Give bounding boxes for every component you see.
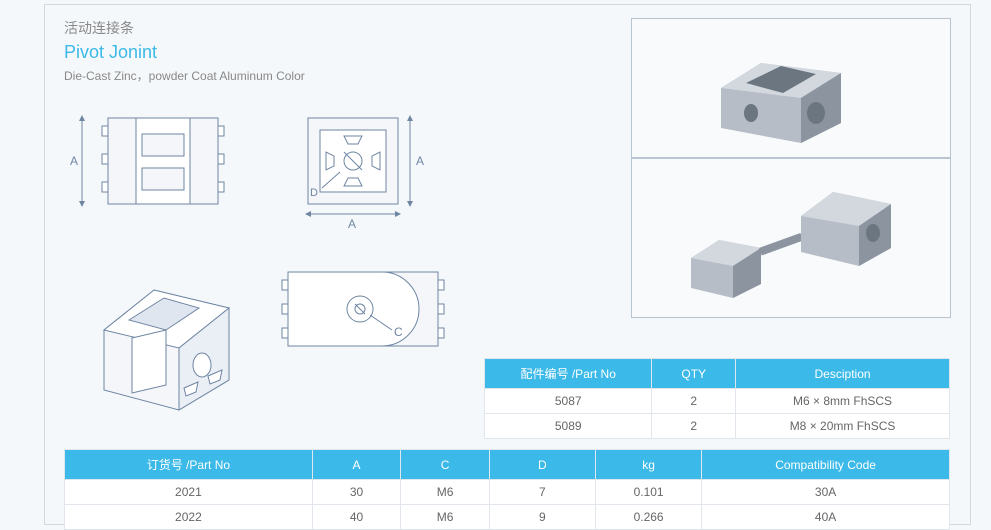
table-header-row: 订货号 /Part No A C D kg Compatibility Code bbox=[65, 450, 950, 480]
col-partno: 配件编号 /Part No bbox=[485, 359, 652, 389]
table-row: 2021 30 M6 7 0.101 30A bbox=[65, 480, 950, 505]
diagram-top: A A D bbox=[308, 118, 424, 231]
cell: 0.266 bbox=[595, 505, 701, 530]
technical-diagrams: A A A D bbox=[64, 110, 484, 420]
product-render-open bbox=[661, 168, 921, 308]
table-header-row: 配件编号 /Part No QTY Desciption bbox=[485, 359, 950, 389]
diagram-front: A bbox=[70, 118, 224, 204]
cell: 5087 bbox=[485, 389, 652, 414]
table-row: 2022 40 M6 9 0.266 40A bbox=[65, 505, 950, 530]
cell: 2 bbox=[652, 414, 736, 439]
diagram-side: C bbox=[282, 272, 444, 346]
product-photo-open bbox=[631, 158, 951, 318]
col-D: D bbox=[489, 450, 595, 480]
cell: M6 bbox=[401, 505, 490, 530]
cell: 2 bbox=[652, 389, 736, 414]
cell: 5089 bbox=[485, 414, 652, 439]
cell: 0.101 bbox=[595, 480, 701, 505]
dim-label-A: A bbox=[70, 154, 78, 168]
product-render-closed bbox=[691, 33, 891, 143]
cell: 7 bbox=[489, 480, 595, 505]
diagram-iso bbox=[104, 290, 229, 410]
table-row: 5089 2 M8 × 20mm FhSCS bbox=[485, 414, 950, 439]
table-row: 5087 2 M6 × 8mm FhSCS bbox=[485, 389, 950, 414]
cell: 9 bbox=[489, 505, 595, 530]
cell: M6 bbox=[401, 480, 490, 505]
col-kg: kg bbox=[595, 450, 701, 480]
cell: M8 × 20mm FhSCS bbox=[736, 414, 950, 439]
col-C: C bbox=[401, 450, 490, 480]
col-compat: Compatibility Code bbox=[702, 450, 950, 480]
col-qty: QTY bbox=[652, 359, 736, 389]
dim-label-A3: A bbox=[416, 154, 424, 168]
dim-label-A2: A bbox=[348, 217, 356, 231]
cell: 30A bbox=[702, 480, 950, 505]
product-photo-closed bbox=[631, 18, 951, 158]
dim-label-D: D bbox=[310, 187, 318, 199]
cell: 30 bbox=[312, 480, 401, 505]
col-A: A bbox=[312, 450, 401, 480]
dim-label-C: C bbox=[394, 325, 403, 339]
cell: M6 × 8mm FhSCS bbox=[736, 389, 950, 414]
cell: 2021 bbox=[65, 480, 313, 505]
col-orderno: 订货号 /Part No bbox=[65, 450, 313, 480]
col-desc: Desciption bbox=[736, 359, 950, 389]
parts-table: 配件编号 /Part No QTY Desciption 5087 2 M6 ×… bbox=[484, 358, 950, 439]
cell: 40 bbox=[312, 505, 401, 530]
cell: 40A bbox=[702, 505, 950, 530]
spec-table: 订货号 /Part No A C D kg Compatibility Code… bbox=[64, 449, 950, 530]
cell: 2022 bbox=[65, 505, 313, 530]
